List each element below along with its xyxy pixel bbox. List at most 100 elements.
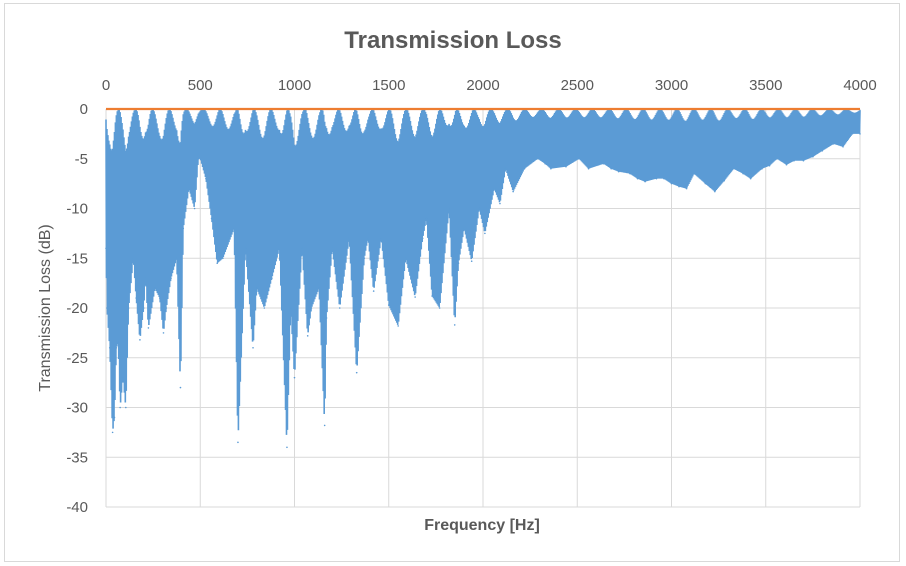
series-point [244,247,247,250]
series-point [644,180,646,183]
y-axis-title: Transmission Loss (dB) [37,224,54,391]
series-point [431,295,433,297]
series-point [170,277,172,279]
series-point [768,164,771,167]
y-tick-label: -15 [66,250,88,267]
series-point [139,339,141,341]
x-tick-label: 2500 [561,77,594,94]
x-tick-label: 1500 [372,77,405,94]
series-point [108,347,111,349]
series-point [179,386,182,389]
series-point [367,237,369,240]
series-point [610,167,612,170]
series-point [310,307,313,309]
series-point [289,307,292,309]
series-point [578,157,580,160]
series-point [237,441,239,444]
x-tick-label: 3500 [749,77,782,94]
series-point [306,335,309,337]
y-tick-labels: 0 -5 -10 -15 -20 -25 -30 -35 -40 [66,101,88,516]
series-point [154,287,156,289]
series-point [523,167,526,170]
series-point [323,424,326,427]
series-point [504,167,507,170]
series-point [263,307,266,309]
series-point [119,406,121,409]
series-point [135,297,137,299]
series-point [404,257,407,260]
series-point [832,143,835,145]
series-point [414,296,416,298]
series-point [199,157,202,160]
series-point [812,155,814,158]
series-point [318,287,320,289]
series-point [252,347,254,349]
series-point [470,260,473,263]
series-point [421,237,424,240]
series-point [802,159,805,162]
chart-title: Transmission Loss [344,27,561,54]
series-point [693,172,695,175]
series-point [851,133,854,135]
series-point [448,207,450,210]
series-point [859,133,861,135]
series-point [617,170,620,173]
x-axis-title: Frequency [Hz] [424,517,540,534]
series-point [380,237,383,240]
series-point [793,159,795,162]
series-point [453,324,456,326]
series-point [761,167,763,170]
series-point [182,227,185,230]
series-point [565,165,567,168]
series-point [278,247,281,250]
series-point [438,307,441,309]
series-point [536,157,539,160]
series-point [704,182,707,185]
series-point [301,247,303,250]
series-point [463,227,465,230]
series-point [271,277,273,279]
series-point [132,257,135,260]
series-point [749,177,752,180]
series-point [425,217,428,220]
series-point [338,307,341,309]
x-tick-label: 0 [102,77,110,94]
series-point [499,202,501,205]
series-point [663,177,665,180]
series-point [742,172,744,175]
y-tick-label: -40 [66,499,88,516]
y-tick-label: -35 [66,449,88,466]
series-point [785,163,788,166]
series-point [387,304,390,306]
series-point [255,287,258,289]
series-point [142,307,145,309]
y-tick-label: -5 [75,151,88,168]
series-point [197,157,200,160]
series-point [732,167,735,170]
series-point [714,190,716,193]
series-point [544,162,547,165]
series-point [158,297,161,299]
x-tick-label: 4000 [843,77,876,94]
series-point [117,342,120,344]
series-point [115,347,118,349]
series-point [602,162,605,165]
series-point [147,327,150,329]
series-point [478,207,481,210]
series-point [205,177,207,180]
y-tick-label: -20 [66,300,88,317]
y-tick-label: -25 [66,350,88,367]
series-point [372,290,375,292]
series-point [113,416,116,419]
series-point [325,317,328,319]
series-point [222,257,224,260]
series-point [842,146,844,148]
series-point [484,232,486,235]
series-point [106,307,108,309]
series-point [587,167,590,170]
series-point [293,376,296,379]
y-tick-label: -10 [66,201,88,218]
series-point [216,262,219,265]
y-tick-label: -30 [66,400,88,417]
series-point [127,307,130,309]
